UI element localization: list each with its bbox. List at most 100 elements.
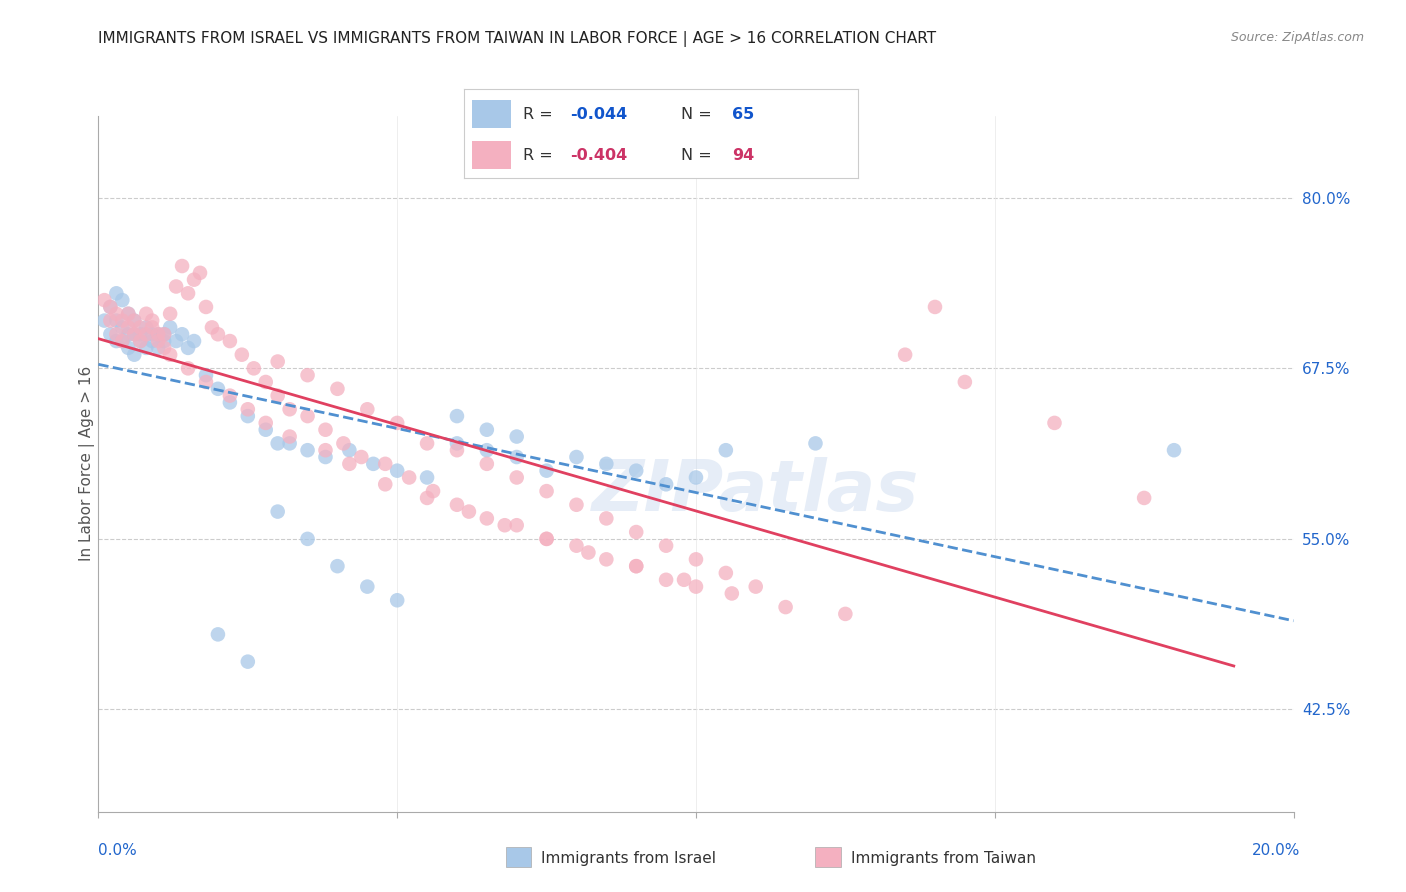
Point: [1163, 443, 1185, 458]
Point: [595, 552, 617, 566]
Point: [195, 300, 218, 314]
Text: 94: 94: [731, 148, 754, 162]
Point: [111, 334, 134, 348]
Point: [207, 627, 229, 641]
Point: [129, 327, 152, 342]
Point: [177, 286, 200, 301]
Point: [267, 389, 290, 403]
Point: [655, 477, 678, 491]
Point: [446, 498, 468, 512]
Point: [267, 436, 290, 450]
Point: [100, 300, 122, 314]
Point: [565, 450, 588, 464]
Point: [243, 361, 266, 376]
Point: [673, 573, 696, 587]
Point: [105, 307, 128, 321]
Point: [231, 348, 253, 362]
Point: [236, 655, 259, 669]
Point: [93, 313, 115, 327]
Text: Immigrants from Israel: Immigrants from Israel: [541, 851, 716, 865]
Point: [385, 416, 409, 430]
Point: [315, 423, 337, 437]
Point: [626, 559, 648, 574]
Point: [506, 470, 529, 484]
Point: [267, 354, 290, 368]
Point: [416, 436, 439, 450]
Point: [183, 334, 205, 348]
Point: [148, 334, 170, 348]
Point: [124, 313, 146, 327]
Point: [834, 607, 856, 621]
Point: [315, 443, 337, 458]
Point: [385, 464, 409, 478]
Point: [278, 429, 301, 443]
Point: [100, 300, 122, 314]
Bar: [472, 141, 512, 169]
Point: [195, 375, 218, 389]
Point: [117, 307, 139, 321]
Point: [416, 470, 439, 484]
Point: [655, 573, 678, 587]
Point: [446, 409, 468, 423]
Point: [254, 416, 277, 430]
Point: [804, 436, 827, 450]
Point: [894, 348, 917, 362]
Point: [111, 334, 134, 348]
Point: [111, 313, 134, 327]
Point: [745, 580, 768, 594]
Point: [278, 436, 301, 450]
Point: [117, 320, 139, 334]
Point: [153, 341, 176, 355]
Point: [135, 320, 157, 334]
Point: [565, 498, 588, 512]
Point: [297, 532, 319, 546]
Point: [236, 402, 259, 417]
Point: [924, 300, 946, 314]
Point: [374, 457, 396, 471]
Point: [165, 334, 187, 348]
Point: [172, 259, 194, 273]
Point: [177, 361, 200, 376]
Point: [326, 382, 349, 396]
Point: [626, 559, 648, 574]
Point: [117, 327, 139, 342]
Text: 20.0%: 20.0%: [1253, 843, 1301, 858]
Point: [714, 443, 737, 458]
Text: Source: ZipAtlas.com: Source: ZipAtlas.com: [1230, 31, 1364, 45]
Point: [385, 593, 409, 607]
Point: [363, 457, 385, 471]
Text: N =: N =: [681, 148, 717, 162]
Y-axis label: In Labor Force | Age > 16: In Labor Force | Age > 16: [79, 367, 96, 561]
Point: [100, 327, 122, 342]
Point: [159, 320, 181, 334]
Point: [135, 307, 157, 321]
Point: [135, 327, 157, 342]
Point: [219, 334, 242, 348]
Point: [422, 484, 444, 499]
Point: [475, 457, 498, 471]
Point: [356, 580, 378, 594]
Point: [326, 559, 349, 574]
Point: [626, 524, 648, 539]
Point: [183, 273, 205, 287]
Point: [159, 307, 181, 321]
Text: ZIPatlas: ZIPatlas: [592, 458, 920, 526]
Point: [195, 368, 218, 383]
Point: [626, 464, 648, 478]
Point: [578, 545, 600, 559]
Point: [129, 320, 152, 334]
Text: R =: R =: [523, 107, 558, 121]
Point: [506, 518, 529, 533]
Point: [506, 450, 529, 464]
Point: [721, 586, 744, 600]
Point: [315, 450, 337, 464]
Point: [159, 348, 181, 362]
Point: [177, 341, 200, 355]
Point: [148, 327, 170, 342]
Point: [416, 491, 439, 505]
Point: [297, 443, 319, 458]
Point: [458, 505, 481, 519]
Point: [105, 313, 128, 327]
Point: [1043, 416, 1066, 430]
Point: [117, 341, 139, 355]
